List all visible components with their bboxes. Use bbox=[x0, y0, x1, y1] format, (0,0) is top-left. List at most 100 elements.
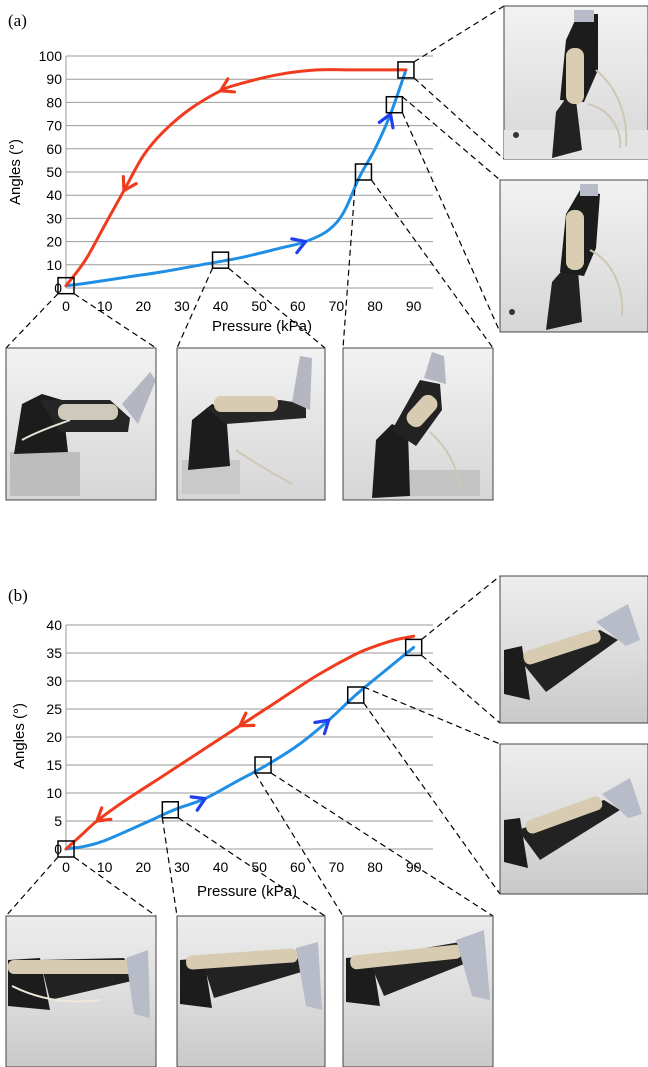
leader-line bbox=[73, 293, 157, 349]
leader-line bbox=[5, 856, 59, 917]
direction-arrow bbox=[218, 77, 237, 94]
series-lines-b bbox=[64, 634, 416, 851]
series-lines-a bbox=[64, 68, 408, 288]
y-tick-label: 10 bbox=[46, 785, 62, 801]
y-tick-label: 35 bbox=[46, 645, 62, 661]
x-tick-label: 70 bbox=[329, 859, 345, 875]
y-tick-label: 40 bbox=[46, 187, 62, 203]
y-tick-label: 100 bbox=[39, 48, 63, 64]
leader-lines-a bbox=[5, 5, 505, 349]
marker-box bbox=[57, 840, 75, 858]
photo-b-bottom-mid bbox=[176, 915, 326, 1067]
x-tick-label: 10 bbox=[97, 859, 113, 875]
leader-line bbox=[370, 179, 494, 349]
x-tick-label: 40 bbox=[213, 298, 229, 314]
leader-line bbox=[413, 5, 505, 63]
photo-b-top-right bbox=[499, 575, 648, 724]
leader-line bbox=[401, 96, 501, 181]
photo-a-mid-right bbox=[499, 179, 648, 333]
photo-a-bottom-right bbox=[342, 347, 494, 501]
x-tick-label: 20 bbox=[135, 859, 151, 875]
y-tick-label: 40 bbox=[46, 617, 62, 633]
series-line-decreasing bbox=[64, 68, 408, 288]
y-tick-label: 90 bbox=[46, 71, 62, 87]
panel-label-a: (a) bbox=[8, 11, 27, 30]
markers-b bbox=[57, 638, 423, 858]
marker-box bbox=[254, 756, 272, 774]
x-axis-title-a: Pressure (kPa) bbox=[212, 318, 312, 335]
series-line-decreasing bbox=[64, 634, 416, 851]
y-tick-label: 50 bbox=[46, 164, 62, 180]
leader-line bbox=[161, 817, 178, 917]
series-line-increasing bbox=[64, 68, 408, 288]
x-tick-label: 50 bbox=[251, 298, 267, 314]
series-line-increasing bbox=[64, 645, 416, 851]
x-tick-label: 60 bbox=[290, 298, 306, 314]
panel-label-b: (b) bbox=[8, 586, 28, 605]
photo-b-mid-right bbox=[499, 743, 648, 895]
photo-a-bottom-left bbox=[5, 347, 157, 501]
x-tick-label: 30 bbox=[174, 859, 190, 875]
leader-line bbox=[421, 575, 501, 640]
y-axis-title-b: Angles (°) bbox=[11, 703, 28, 769]
leader-line bbox=[401, 112, 501, 333]
x-tick-labels-a: 0 10 20 30 40 50 60 70 80 90 bbox=[62, 298, 422, 314]
direction-arrow bbox=[290, 237, 308, 255]
y-tick-label: 60 bbox=[46, 141, 62, 157]
leader-line bbox=[413, 77, 505, 160]
photo-b-bottom-right bbox=[342, 915, 494, 1067]
marker-box bbox=[397, 61, 415, 79]
marker-box bbox=[404, 638, 423, 657]
x-tick-label: 90 bbox=[406, 298, 422, 314]
x-tick-label: 30 bbox=[174, 298, 190, 314]
y-tick-label: 15 bbox=[46, 757, 62, 773]
leader-line bbox=[363, 686, 501, 745]
grid-a bbox=[65, 55, 433, 289]
marker-box bbox=[57, 276, 75, 295]
leader-line bbox=[254, 772, 344, 917]
grid-b bbox=[65, 624, 433, 850]
leader-line bbox=[363, 702, 501, 895]
markers-a bbox=[57, 61, 415, 295]
x-axis-title-b: Pressure (kPa) bbox=[197, 883, 297, 900]
x-tick-label: 10 bbox=[97, 298, 113, 314]
y-axis-title-a: Angles (°) bbox=[7, 139, 24, 205]
x-tick-label: 20 bbox=[135, 298, 151, 314]
leader-line bbox=[228, 267, 326, 349]
leader-line bbox=[421, 654, 501, 724]
y-tick-label: 5 bbox=[54, 813, 62, 829]
direction-arrow bbox=[189, 795, 207, 812]
x-tick-label: 50 bbox=[251, 859, 267, 875]
y-tick-label: 10 bbox=[46, 257, 62, 273]
photo-a-top-right bbox=[503, 5, 648, 160]
marker-box bbox=[161, 801, 180, 819]
y-tick-label: 25 bbox=[46, 701, 62, 717]
photo-a-bottom-mid bbox=[176, 347, 326, 501]
x-tick-label: 0 bbox=[62, 859, 70, 875]
x-tick-labels-b: 0 10 20 30 40 50 60 70 80 90 bbox=[62, 859, 422, 875]
leader-line bbox=[342, 179, 357, 349]
marker-box bbox=[354, 163, 373, 181]
leader-lines-b bbox=[5, 575, 501, 917]
y-tick-label: 20 bbox=[46, 234, 62, 250]
direction-arrow bbox=[313, 718, 331, 736]
y-tick-label: 80 bbox=[46, 94, 62, 110]
y-tick-label: 70 bbox=[46, 118, 62, 134]
leader-line bbox=[5, 293, 59, 349]
leader-line bbox=[270, 772, 494, 917]
leader-line bbox=[73, 856, 157, 917]
marker-box bbox=[211, 251, 230, 269]
y-tick-label: 30 bbox=[46, 210, 62, 226]
y-tick-label: 30 bbox=[46, 673, 62, 689]
marker-box bbox=[346, 686, 365, 704]
direction-arrow bbox=[377, 112, 395, 130]
photo-b-bottom-left bbox=[5, 915, 157, 1067]
x-tick-label: 80 bbox=[367, 298, 383, 314]
x-tick-label: 70 bbox=[329, 298, 345, 314]
x-tick-label: 0 bbox=[62, 298, 70, 314]
x-tick-label: 80 bbox=[367, 859, 383, 875]
